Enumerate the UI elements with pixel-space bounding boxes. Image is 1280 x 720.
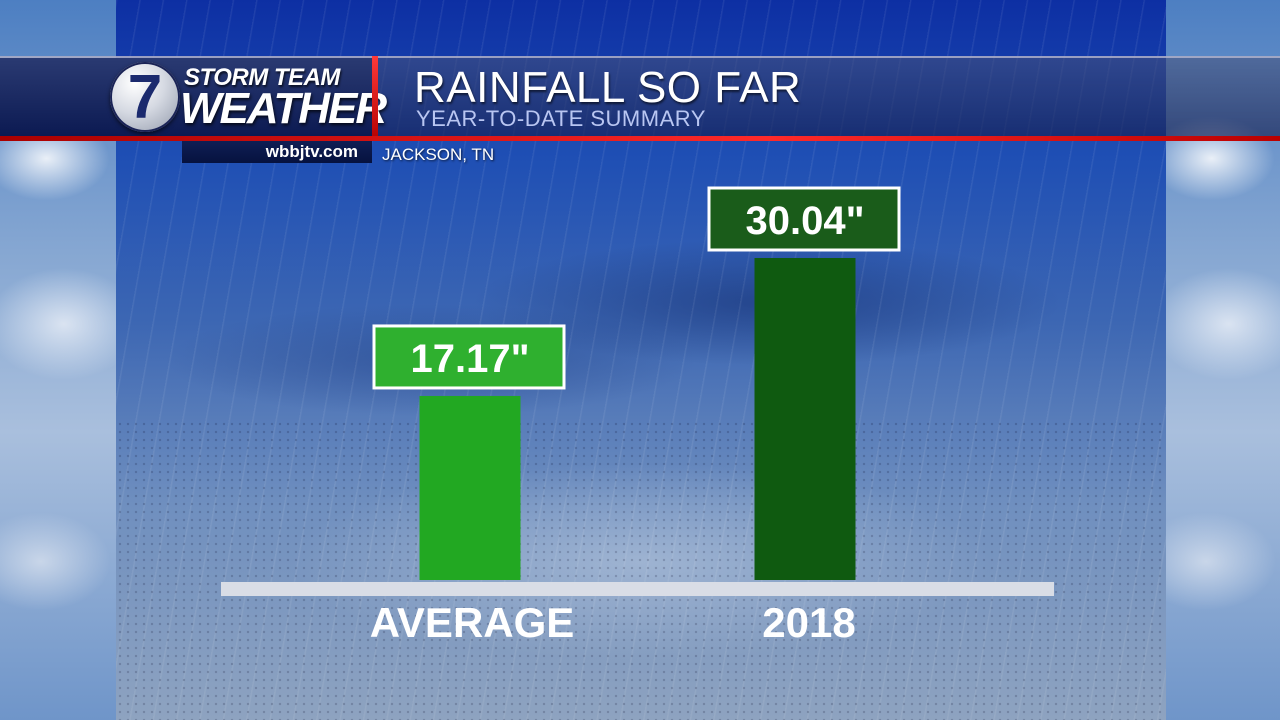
value-label-box-2 [707,186,901,252]
dot-screen-overlay [116,420,1166,720]
website-url: wbbjtv.com [182,141,372,163]
bar-1 [419,395,521,580]
data-label-2: 30.04" [745,199,864,243]
channel-7-logo-icon: 7 [110,62,180,132]
category-label-2: 2018 [762,599,855,646]
logo-number: 7 [127,63,163,132]
bar-2 [754,258,856,580]
chart-baseline [221,582,1054,596]
bars-group: 17.17" AVERAGE 30.04" 2018 [370,186,901,646]
logo-weather-text: WEATHER [180,84,387,133]
value-label-box-1 [372,324,566,390]
location-label: JACKSON, TN [382,145,495,164]
logo-storm-team-text: STORM TEAM [184,64,340,91]
logo-block [0,58,372,136]
category-label-1: AVERAGE [370,599,575,646]
page-title: RAINFALL SO FAR [414,63,802,112]
header-red-divider [372,56,378,141]
page-subtitle: YEAR-TO-DATE SUMMARY [416,106,706,131]
data-label-1: 17.17" [410,337,529,381]
header-red-underline [0,136,1280,141]
